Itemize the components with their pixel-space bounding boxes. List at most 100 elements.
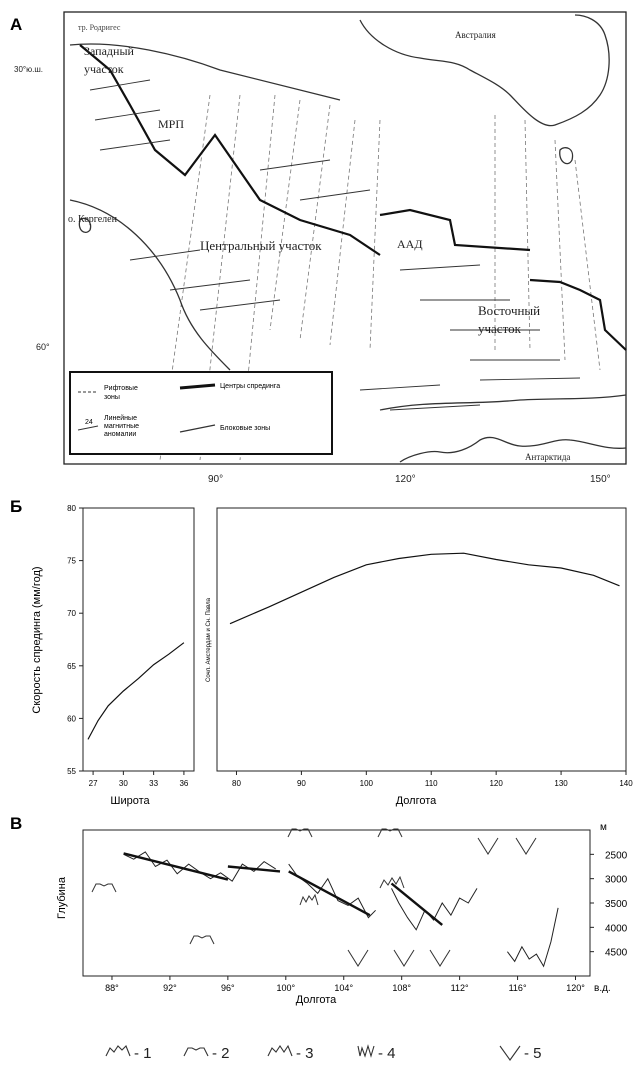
panel-c-ytick-label: 3000: [605, 875, 628, 886]
panel-c-xunit: в.д.: [594, 983, 611, 994]
axial-valley-symbol: [393, 949, 415, 967]
panel-b-ytick-label: 70: [67, 609, 76, 618]
kerguelen-island: [78, 217, 92, 234]
spreading-rate-line: [229, 552, 620, 625]
legend-1-label: - 1: [134, 1045, 152, 1062]
rough-symbol: [299, 893, 319, 906]
panel-c-xtick-label: 108°: [392, 983, 411, 993]
legend-5-symbol: [499, 1045, 521, 1061]
panel-b-label: Б: [10, 497, 22, 516]
panel-c-xaxis: 88° 92° 96° 100° 104° 108° 112° 116° 120°: [105, 976, 585, 993]
axial-valley-symbol: [347, 949, 369, 967]
map-legend: Рифтовые зоны Центры спрединга 24 Линейн…: [69, 371, 333, 455]
panel-c-ytick-label: 4500: [605, 948, 628, 959]
lat-label-60: 60°: [36, 342, 50, 352]
panel-b-right-xtick-label: 120: [489, 779, 503, 788]
panel-b-ytick-label: 65: [67, 662, 76, 671]
panel-b-right-xtick-label: 130: [554, 779, 568, 788]
spreading-rate-latitude-line: [87, 642, 185, 740]
fracture-zones: [89, 79, 581, 411]
panel-c-frame: [82, 829, 591, 977]
panel-b-left-xtick-label: 30: [119, 779, 128, 788]
axial-valley-symbol: [429, 949, 451, 967]
panel-b-right-xtick-label: 80: [232, 779, 241, 788]
depth-profile-line: [391, 888, 478, 931]
legend-spreading-symbol: [179, 383, 216, 390]
lon-label-150: 150°: [590, 474, 611, 485]
axial-valley-symbol: [477, 837, 499, 855]
panel-c-xtick-label: 88°: [105, 983, 119, 993]
panel-c-label: В: [10, 814, 22, 833]
panel-c-ytick-label: 2500: [605, 850, 628, 861]
label-australia: Австралия: [455, 30, 496, 40]
panel-a-label: А: [10, 15, 22, 34]
label-west-1: Западный: [84, 44, 135, 58]
depth-profile-line: [288, 863, 376, 919]
lon-label-120: 120°: [395, 474, 416, 485]
panel-c-xtick-label: 116°: [509, 983, 527, 993]
panel-c-xlabel: Долгота: [296, 994, 337, 1006]
legend-anomaly-2: магнитные: [104, 423, 139, 430]
panel-b-divider-label: Сочл. Амстердам и Сн. Павла: [206, 597, 212, 682]
rough-symbol: [379, 875, 405, 889]
axial-high-symbol: [377, 828, 403, 838]
panel-b-ytick-label: 80: [67, 504, 76, 513]
panel-b-yaxis: 55 60 65 70 75 80: [67, 504, 83, 776]
panel-c-xtick-label: 96°: [221, 983, 235, 993]
panel-b-left-xtick-label: 27: [89, 779, 98, 788]
label-rodrigues: тр. Родригес: [78, 23, 121, 32]
ridge-contour-2: [69, 199, 231, 371]
panel-b-right-xtick-label: 100: [360, 779, 374, 788]
panel-b-left-xtick-label: 33: [149, 779, 158, 788]
label-aad: ААД: [397, 237, 423, 251]
spreading-rate-line: [87, 642, 185, 740]
panel-b-left-xaxis: 27 30 33 36: [89, 771, 189, 788]
legend-transform-symbol: [179, 424, 216, 433]
axial-high-symbol: [91, 883, 117, 893]
legend-anomaly-number: 24: [85, 419, 93, 426]
label-east-2: участок: [478, 321, 522, 336]
panel-b-ytick-label: 75: [67, 557, 76, 566]
depth-trend-lines: [123, 852, 443, 926]
map-frame: [63, 11, 627, 465]
depth-trend-line: [390, 882, 443, 926]
legend-anomaly-3: аномалии: [104, 431, 136, 438]
panel-c-ytick-label: 4000: [605, 923, 628, 934]
panel-c-xtick-label: 120°: [566, 983, 585, 993]
panel-b-right-xtick-label: 110: [425, 779, 438, 788]
panel-b-right-xlabel: Долгота: [396, 795, 437, 807]
legend-3-symbol: [267, 1044, 293, 1057]
panel-b-ylabel: Скорость спрединга (мм/год): [31, 566, 43, 713]
legend-3-label: - 3: [296, 1045, 314, 1062]
panel-c-xtick-label: 104°: [334, 983, 353, 993]
panel-c-xtick-label: 112°: [451, 983, 469, 993]
panel-c-xtick-label: 100°: [276, 983, 295, 993]
panel-b-right-frame: [216, 507, 627, 772]
lat-label-30: 30°ю.ш.: [14, 65, 43, 74]
depth-trend-line: [227, 865, 281, 873]
panel-b-ytick-label: 55: [67, 767, 76, 776]
legend-5-label: - 5: [524, 1045, 542, 1062]
panel-c-symbols: [91, 828, 537, 967]
legend-2-label: - 2: [212, 1045, 230, 1062]
legend-2-symbol: [183, 1047, 209, 1057]
legend-rift-2: зоны: [104, 394, 120, 401]
panel-b-ytick-label: 60: [67, 714, 76, 723]
depth-trend-line: [288, 870, 371, 917]
legend-4-label: - 4: [378, 1045, 396, 1062]
axial-high-symbol: [189, 935, 215, 945]
legend-anomaly-1: Линейные: [104, 414, 137, 422]
ridge-contour-3: [379, 394, 627, 411]
bottom-legend: [105, 1044, 521, 1061]
legend-4-symbol: [357, 1044, 375, 1058]
label-kerguelen: о. Кергелен: [68, 214, 118, 225]
legend-rift-1: Рифтовые: [104, 385, 138, 392]
spreading-centers: [79, 44, 627, 351]
axial-valley-symbol: [515, 837, 537, 855]
label-antarctica: Антарктида: [525, 452, 570, 462]
legend-anomaly-symbol: [77, 425, 99, 431]
panel-b-right-xaxis: 80 90 100 110 120 130 140: [232, 771, 633, 788]
panel-b-left-frame: [82, 507, 195, 772]
label-mpp: МРП: [158, 117, 184, 131]
